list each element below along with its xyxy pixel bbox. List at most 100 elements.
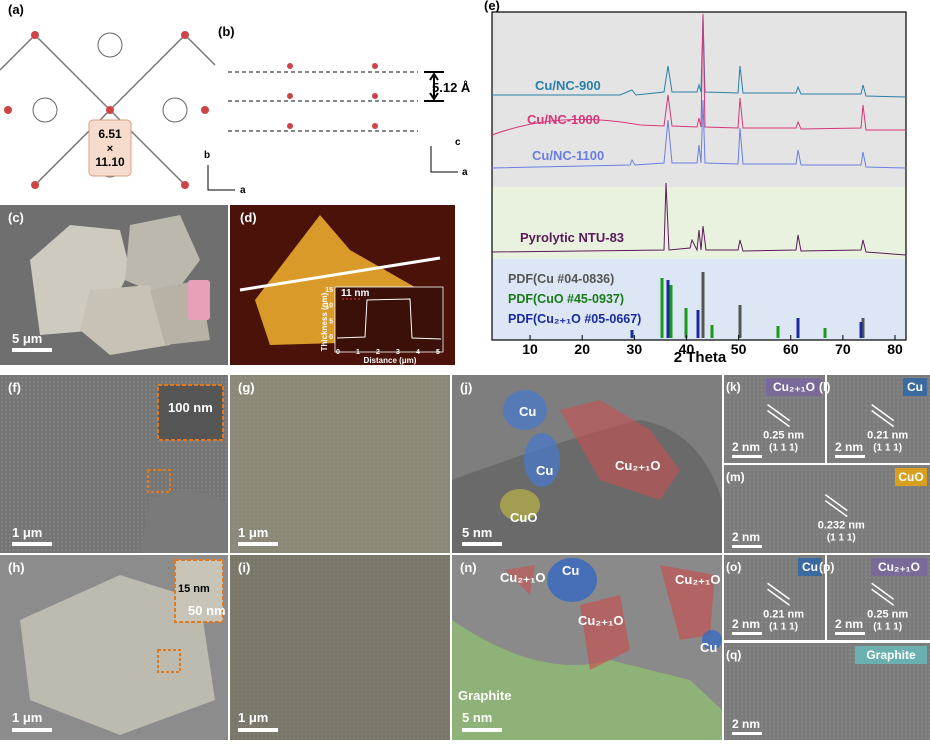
scale-text: 1 μm: [12, 710, 42, 725]
phase-label: CuO: [510, 510, 537, 525]
tick-label: 2: [376, 349, 380, 356]
plane: (1 1 1): [827, 533, 856, 544]
scale-bar: [238, 728, 278, 732]
axis-title: 2 Theta: [674, 349, 727, 366]
panel-label: (l): [819, 380, 830, 394]
panel-c: (c) 5 μm: [0, 205, 228, 365]
scale-text: 2 nm: [732, 717, 760, 731]
reference-label: PDF(Cu #04-0836): [508, 272, 614, 286]
sample-label: Pyrolytic NTU-83: [520, 230, 624, 245]
panel-label: (k): [726, 380, 741, 394]
panel-a: (a) 6.51 × 11.10 b a: [0, 2, 246, 196]
scale-text: 5 nm: [462, 525, 492, 540]
panel-label: (o): [726, 560, 741, 574]
reference-label: PDF(Cu₂₊₁O #05-0667): [508, 312, 641, 326]
axis-label: a: [240, 185, 246, 196]
reference-label: PDF(CuO #45-0937): [508, 292, 624, 306]
phase-tag-text: Cu₂₊₁O: [878, 560, 920, 574]
phase-label: Cu₂₊₁O: [675, 572, 720, 587]
lattice-marker: [871, 403, 895, 428]
phase-tag: [855, 646, 927, 664]
tick-label: 0: [329, 334, 333, 341]
d-spacing: 0.21 nm: [763, 608, 804, 620]
plane: (1 1 1): [873, 443, 902, 454]
plane: (1 1 1): [769, 443, 798, 454]
tick-label: 1: [356, 349, 360, 356]
phase-label: Cu: [536, 463, 553, 478]
scale-text: 2 nm: [835, 440, 863, 454]
pore-size: 11.10: [95, 155, 125, 169]
d-spacing: 0.25 nm: [867, 608, 908, 620]
scale-bar: [732, 455, 762, 458]
scale-text: 5 μm: [12, 331, 42, 346]
panel-label: (p): [819, 560, 834, 574]
phase-label: Cu₂₊₁O: [500, 570, 545, 585]
panel-e: (e) Cu/NC-900 Cu/NC-1000 Cu/NC-1100 Pyro…: [484, 0, 907, 366]
axis-label: b: [204, 150, 210, 161]
panel-j: (j) Cu Cu Cu₂₊₁O CuO 5 nm: [452, 375, 722, 553]
x-tick-label: 50: [731, 341, 747, 357]
panel-label: (n): [460, 560, 477, 575]
phase-tag-text: Cu₂₊₁O: [773, 380, 815, 394]
panel-label: (j): [460, 380, 472, 395]
tick-label: 10: [325, 303, 333, 310]
phase-tag: [903, 378, 927, 396]
pore-size: ×: [107, 143, 113, 155]
axis-label: c: [455, 137, 461, 148]
inset-scale: 50 nm: [188, 603, 226, 618]
x-tick-label: 40: [679, 341, 695, 357]
panel-label: (e): [484, 0, 500, 13]
scale-bar: [12, 728, 52, 732]
pore-box: [88, 119, 132, 177]
phase-tag: [798, 558, 822, 576]
d-spacing: 0.21 nm: [867, 430, 908, 442]
scale-bar: [12, 542, 52, 546]
scale-bar: [238, 542, 278, 546]
scale-text: 2 nm: [732, 530, 760, 544]
phase-tag: [871, 558, 927, 576]
scale-text: 2 nm: [732, 617, 760, 631]
xrd-trace: [491, 99, 907, 169]
reference-sticks: [630, 272, 865, 338]
scale-bar: [732, 732, 762, 735]
panel-label: (d): [240, 210, 257, 225]
axis-title: Distance (μm): [364, 356, 417, 365]
axis-title: Thickness (nm): [320, 292, 329, 351]
x-tick-label: 70: [835, 341, 851, 357]
panel-label: (i): [238, 560, 250, 575]
tick-label: 15: [325, 287, 333, 294]
panel-label: (m): [726, 470, 745, 484]
spacing-arrow: [424, 71, 444, 102]
panel-label: (g): [238, 380, 255, 395]
panel-n: (n) Cu₂₊₁O Cu Cu₂₊₁O Cu₂₊₁O Cu Graphite …: [452, 555, 722, 740]
phase-label: Graphite: [458, 688, 511, 703]
panel-label: (f): [8, 380, 21, 395]
scale-bar: [835, 455, 865, 458]
panel-h: (h) 15 nm 50 nm 1 μm: [0, 555, 228, 740]
phase-label: Cu₂₊₁O: [615, 458, 660, 473]
scale-text: 1 μm: [238, 710, 268, 725]
scale-bar: [732, 545, 762, 548]
scale-bar: [835, 632, 865, 635]
scale-text: 2 nm: [732, 440, 760, 454]
panel-b: (b) 5.12 Å c a: [218, 24, 471, 178]
panel-g: (g) 1 μm: [230, 375, 450, 553]
lattice-marker: [767, 582, 790, 606]
phase-tag-text: Graphite: [866, 648, 916, 662]
scale-text: 5 nm: [462, 710, 492, 725]
phase-label: Cu: [700, 640, 717, 655]
scale-bar: [12, 348, 52, 352]
d-spacing: 0.232 nm: [818, 520, 865, 532]
panel-label: (b): [218, 24, 235, 39]
panel-f: (f) 100 nm 1 μm: [0, 375, 228, 553]
tick-label: 5: [329, 318, 333, 325]
x-tick-label: 80: [887, 341, 903, 357]
axis-arrows: [430, 146, 458, 173]
scale-text: 1 μm: [238, 525, 268, 540]
x-tick-label: 60: [783, 341, 799, 357]
panel-label: (q): [726, 648, 741, 662]
phase-label: Cu₂₊₁O: [578, 613, 623, 628]
lattice-marker: [767, 403, 790, 428]
tick-label: 5: [436, 349, 440, 356]
